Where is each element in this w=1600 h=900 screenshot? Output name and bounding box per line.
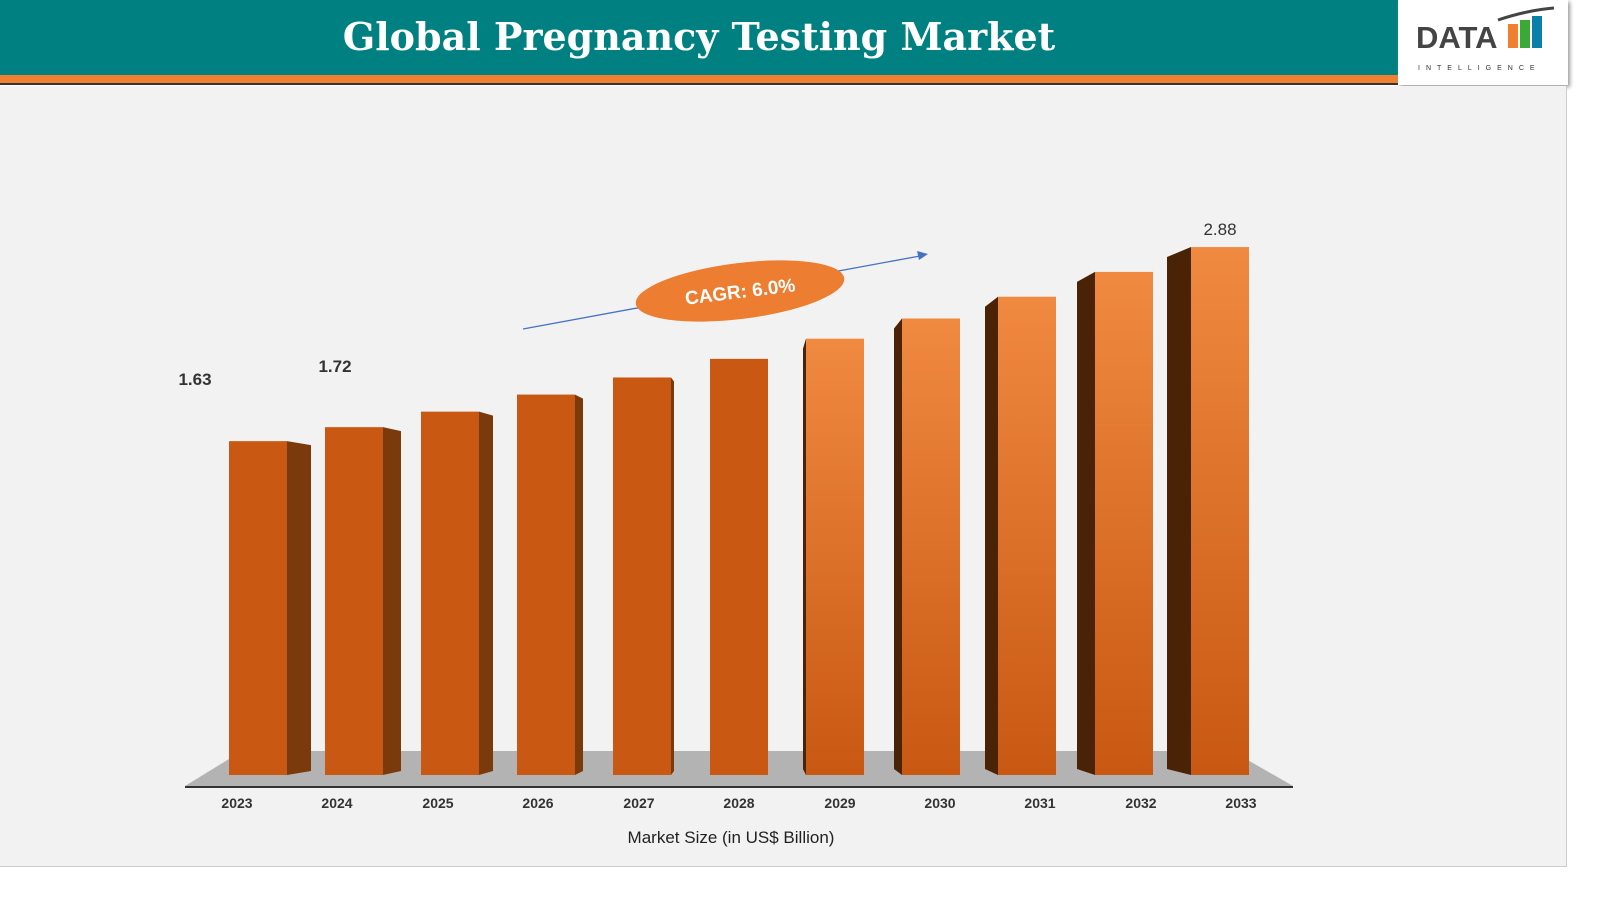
bar-2031	[998, 296, 1056, 775]
x-tick-label: 2026	[522, 795, 553, 811]
bar-side-2027	[671, 377, 674, 775]
logo: DATA INTELLIGENCE	[1398, 0, 1568, 85]
x-tick-label: 2029	[824, 795, 855, 811]
x-tick-label: 2027	[623, 795, 654, 811]
data-label-2023: 1.63	[178, 370, 211, 389]
bar-side-2031	[985, 296, 998, 775]
header-stripe	[0, 75, 1398, 85]
page-title: Global Pregnancy Testing Market	[342, 14, 1056, 59]
x-tick-label: 2025	[422, 795, 453, 811]
logo-subtext: INTELLIGENCE	[1418, 65, 1541, 72]
bar-2033	[1191, 247, 1249, 775]
data-label-2024: 1.72	[318, 357, 351, 376]
header-bar: Global Pregnancy Testing Market	[0, 0, 1398, 75]
x-axis-title: Market Size (in US$ Billion)	[628, 828, 835, 847]
logo-text: DATA	[1416, 20, 1498, 55]
bar-2032	[1095, 271, 1153, 775]
bar-2026	[517, 394, 575, 775]
bar-side-2025	[479, 411, 493, 775]
bar-2030	[902, 318, 960, 775]
bar-2028	[710, 358, 768, 775]
x-tick-label: 2033	[1225, 795, 1256, 811]
bar-side-2032	[1077, 271, 1095, 775]
bar-2023	[229, 441, 287, 775]
x-tick-label: 2030	[924, 795, 955, 811]
x-tick-label: 2032	[1125, 795, 1156, 811]
bar-2027	[613, 377, 671, 775]
bar-side-2026	[575, 394, 583, 775]
bar-2024	[325, 427, 383, 775]
x-tick-label: 2023	[221, 795, 252, 811]
bar-side-2024	[383, 427, 401, 775]
bar-side-2030	[894, 318, 902, 775]
x-tick-label: 2028	[723, 795, 754, 811]
cagr-arrow-head	[917, 251, 928, 260]
bar-2029	[806, 338, 864, 775]
bar-2025	[421, 411, 479, 775]
bar-side-2029	[803, 338, 806, 775]
bar-side-2033	[1167, 247, 1191, 775]
cagr-badge	[635, 260, 845, 322]
x-tick-label: 2024	[321, 795, 352, 811]
data-label-2033: 2.88	[1203, 220, 1236, 239]
bar-side-2023	[287, 441, 311, 775]
x-tick-label: 2031	[1024, 795, 1055, 811]
